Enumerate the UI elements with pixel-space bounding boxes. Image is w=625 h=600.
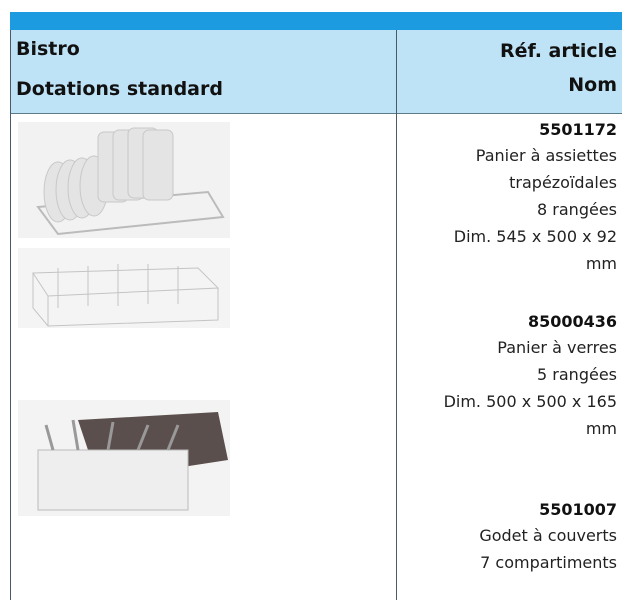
column-divider	[396, 30, 397, 600]
top-bar	[10, 12, 622, 30]
table-header	[10, 30, 622, 114]
border	[10, 30, 11, 600]
item-line: 5 rangées	[537, 365, 617, 384]
item-line: Panier à verres	[497, 338, 617, 357]
item-ref: 85000436	[527, 312, 617, 331]
item-line: mm	[585, 419, 617, 438]
item-line: Godet à couverts	[479, 526, 617, 545]
header-text: Réf. article	[499, 40, 617, 62]
item-ref: 5501172	[539, 120, 617, 139]
cutlery-basket-image	[18, 400, 230, 516]
item-line: 8 rangées	[537, 200, 617, 219]
item-line: mm	[585, 254, 617, 273]
item-line: 7 compartiments	[480, 553, 617, 572]
glass-basket-image	[18, 248, 230, 328]
item-line: Dim. 500 x 500 x 165	[443, 392, 617, 411]
item-line: Dim. 545 x 500 x 92	[453, 227, 617, 246]
header-text: Nom	[568, 74, 617, 96]
header-text: Bistro	[16, 38, 80, 60]
plate-basket-image	[18, 122, 230, 238]
item-line: trapézoïdales	[509, 173, 617, 192]
item-line: Panier à assiettes	[475, 146, 617, 165]
header-text: Dotations standard	[16, 78, 223, 100]
item-ref: 5501007	[539, 500, 617, 519]
